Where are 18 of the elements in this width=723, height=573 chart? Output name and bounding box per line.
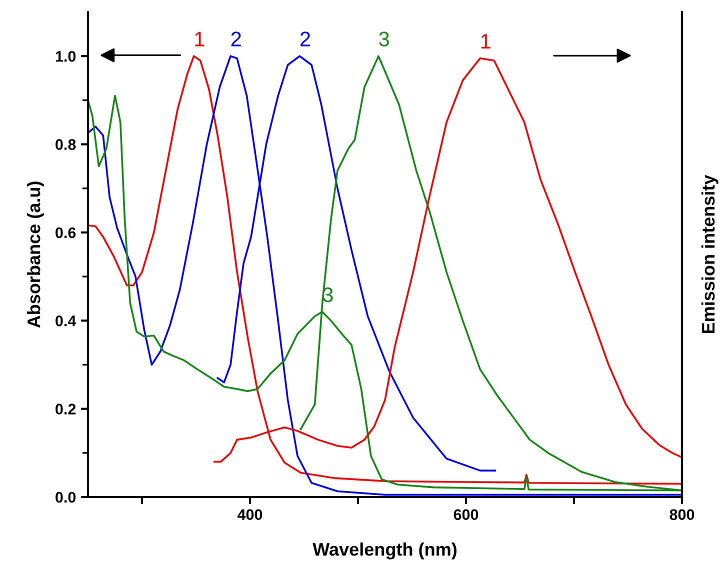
y-tick-label: 0.8 (56, 139, 76, 150)
annotation: 2 (300, 32, 310, 46)
x-axis-title: Wavelength (nm) (312, 542, 456, 560)
annotation: 3 (322, 287, 333, 302)
y2-axis-title: Emission intensity (701, 174, 718, 334)
x-tick-label: 600 (454, 509, 478, 520)
y-tick-label: 0.0 (56, 492, 76, 503)
annotation: 1 (195, 32, 204, 46)
y-tick-label: 0.2 (56, 404, 76, 415)
x-tick-label: 800 (670, 509, 694, 520)
annotation: 1 (481, 34, 490, 48)
y-tick-label: 1.0 (56, 50, 76, 62)
y-tick-label: 0.6 (56, 227, 76, 238)
y-tick-label: 0.4 (56, 316, 76, 326)
annotation: 3 (379, 32, 389, 46)
y-axis-title: Absorbance (a.u) (27, 182, 44, 328)
x-tick-label: 400 (237, 509, 262, 520)
annotation: 2 (231, 32, 241, 46)
